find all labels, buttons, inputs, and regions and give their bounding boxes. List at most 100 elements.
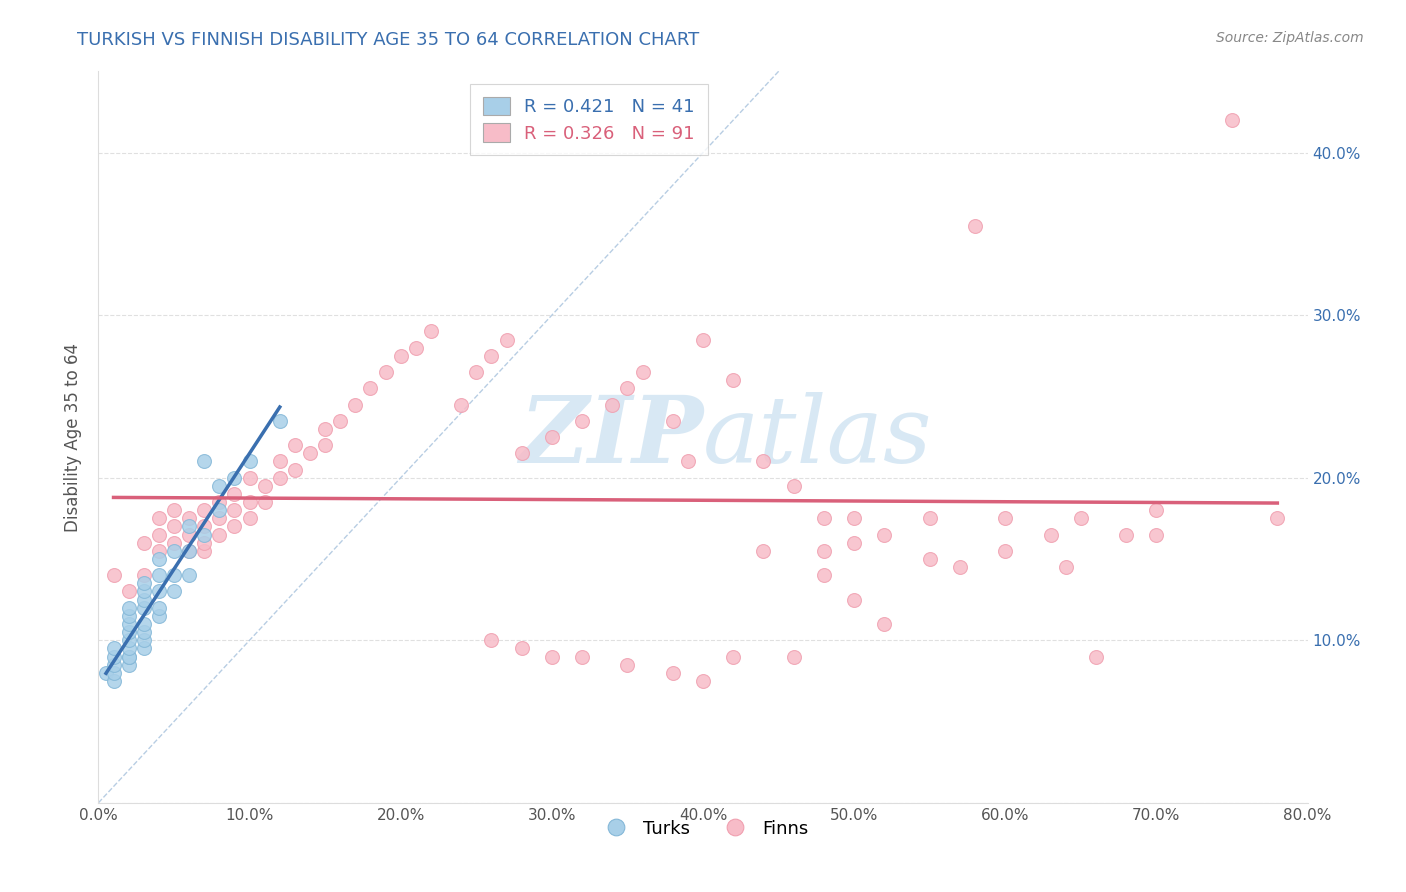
Point xyxy=(132,576,155,591)
Point xyxy=(179,519,201,533)
Point xyxy=(1115,527,1137,541)
Point xyxy=(723,373,745,387)
Point xyxy=(344,398,367,412)
Point xyxy=(253,479,276,493)
Point xyxy=(481,349,503,363)
Point xyxy=(132,625,155,640)
Point xyxy=(374,365,396,379)
Point xyxy=(118,641,141,656)
Point xyxy=(118,657,141,672)
Text: ZIP: ZIP xyxy=(519,392,703,482)
Point xyxy=(239,454,262,468)
Legend: Turks, Finns: Turks, Finns xyxy=(591,813,815,845)
Point xyxy=(148,544,170,558)
Point xyxy=(269,471,291,485)
Point xyxy=(163,503,186,517)
Point xyxy=(103,641,125,656)
Point xyxy=(450,398,472,412)
Point xyxy=(94,665,117,680)
Point xyxy=(389,349,412,363)
Point xyxy=(103,665,125,680)
Point xyxy=(148,600,170,615)
Point xyxy=(571,414,593,428)
Point xyxy=(193,503,215,517)
Point xyxy=(1144,503,1167,517)
Point xyxy=(179,568,201,582)
Y-axis label: Disability Age 35 to 64: Disability Age 35 to 64 xyxy=(65,343,83,532)
Point xyxy=(314,422,336,436)
Point xyxy=(269,414,291,428)
Point xyxy=(495,333,517,347)
Point xyxy=(148,608,170,623)
Point xyxy=(224,487,246,501)
Point xyxy=(179,544,201,558)
Point xyxy=(224,471,246,485)
Point xyxy=(239,511,262,525)
Point xyxy=(873,527,896,541)
Point xyxy=(965,219,987,233)
Point xyxy=(465,365,488,379)
Point xyxy=(616,381,638,395)
Point xyxy=(208,527,231,541)
Point xyxy=(208,495,231,509)
Point xyxy=(616,657,638,672)
Point xyxy=(510,446,533,460)
Point xyxy=(148,552,170,566)
Point xyxy=(118,633,141,648)
Point xyxy=(163,568,186,582)
Point xyxy=(284,438,307,452)
Point xyxy=(224,503,246,517)
Point xyxy=(813,544,835,558)
Point xyxy=(844,535,866,549)
Point xyxy=(510,641,533,656)
Point xyxy=(314,438,336,452)
Point xyxy=(132,641,155,656)
Point xyxy=(692,673,714,688)
Point xyxy=(208,479,231,493)
Point xyxy=(1070,511,1092,525)
Point xyxy=(1144,527,1167,541)
Point xyxy=(918,511,941,525)
Point xyxy=(148,584,170,599)
Point xyxy=(132,584,155,599)
Point xyxy=(571,649,593,664)
Point xyxy=(132,633,155,648)
Point xyxy=(540,430,562,444)
Point xyxy=(148,527,170,541)
Point xyxy=(918,552,941,566)
Text: TURKISH VS FINNISH DISABILITY AGE 35 TO 64 CORRELATION CHART: TURKISH VS FINNISH DISABILITY AGE 35 TO … xyxy=(77,31,700,49)
Point xyxy=(405,341,427,355)
Point xyxy=(148,511,170,525)
Point xyxy=(179,527,201,541)
Point xyxy=(118,649,141,664)
Point xyxy=(813,568,835,582)
Point xyxy=(949,560,972,574)
Point xyxy=(994,544,1017,558)
Point xyxy=(118,584,141,599)
Text: Source: ZipAtlas.com: Source: ZipAtlas.com xyxy=(1216,31,1364,45)
Point xyxy=(723,649,745,664)
Point xyxy=(329,414,352,428)
Point xyxy=(118,649,141,664)
Point xyxy=(844,511,866,525)
Point xyxy=(1054,560,1077,574)
Point xyxy=(179,511,201,525)
Point xyxy=(253,495,276,509)
Point xyxy=(224,519,246,533)
Point xyxy=(132,535,155,549)
Point xyxy=(103,568,125,582)
Point xyxy=(1220,113,1243,128)
Point xyxy=(631,365,654,379)
Point xyxy=(661,414,683,428)
Point xyxy=(813,511,835,525)
Point xyxy=(118,625,141,640)
Point xyxy=(163,519,186,533)
Point xyxy=(208,503,231,517)
Point xyxy=(481,633,503,648)
Point xyxy=(661,665,683,680)
Point xyxy=(193,454,215,468)
Point xyxy=(239,495,262,509)
Point xyxy=(284,462,307,476)
Point xyxy=(844,592,866,607)
Point xyxy=(420,325,443,339)
